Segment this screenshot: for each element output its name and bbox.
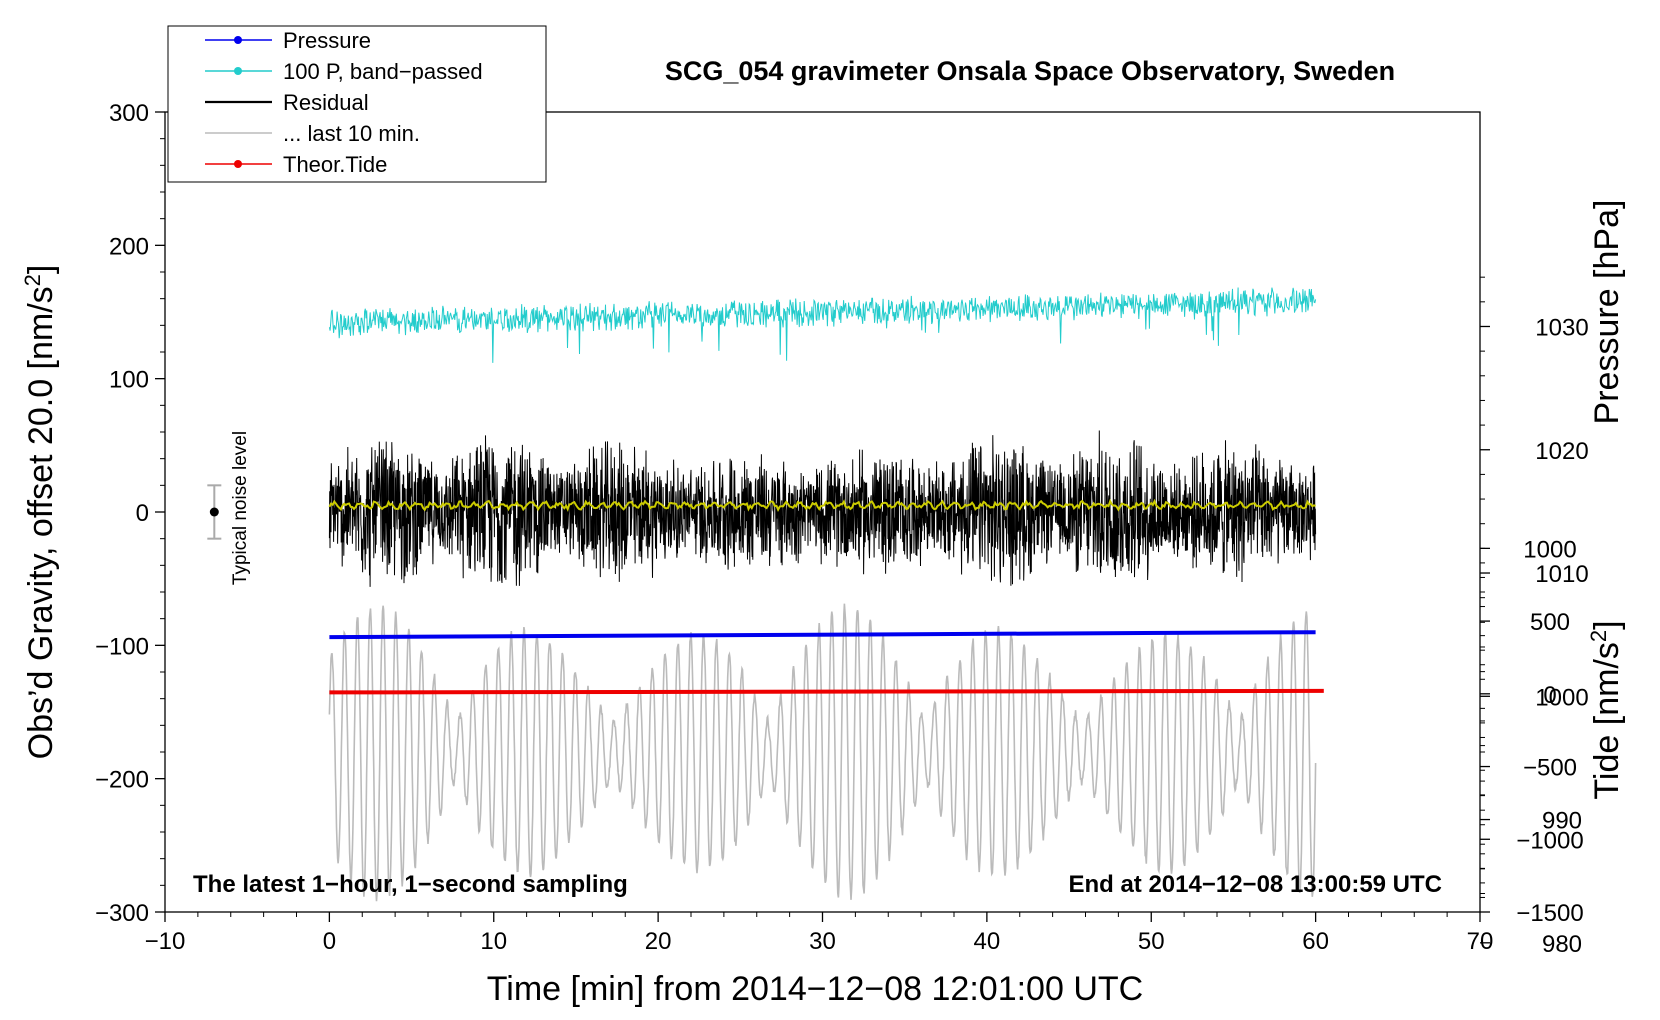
y-tide-tick-label: −1000 bbox=[1516, 827, 1583, 854]
y-axis-tide-label-end: ] bbox=[1588, 620, 1626, 629]
x-tick-label: 20 bbox=[645, 928, 672, 955]
y-tide-tick-label: 0 bbox=[1543, 682, 1556, 709]
legend-marker bbox=[234, 160, 242, 168]
y-pressure-tick-label: 1030 bbox=[1535, 314, 1588, 341]
y-axis-left-label-end: ] bbox=[22, 265, 60, 274]
y-axis-left-label-sup: 2 bbox=[20, 274, 45, 286]
y-left-tick-label: −100 bbox=[95, 633, 149, 660]
x-tick-label: 10 bbox=[480, 928, 507, 955]
legend-label: 100 P, band−passed bbox=[283, 59, 483, 84]
x-tick-label: 60 bbox=[1302, 928, 1329, 955]
y-left-tick-label: 0 bbox=[136, 500, 149, 527]
chart-title: SCG_054 gravimeter Onsala Space Observat… bbox=[665, 56, 1395, 86]
x-tick-label: 0 bbox=[323, 928, 336, 955]
x-tick-label: 50 bbox=[1138, 928, 1165, 955]
noise-bar bbox=[207, 484, 222, 540]
legend: Pressure 100 P, band−passed Residual ... la… bbox=[167, 25, 547, 183]
x-tick-label: 30 bbox=[809, 928, 836, 955]
y-left-tick-label: −300 bbox=[95, 900, 149, 927]
legend-label: Theor.Tide bbox=[283, 152, 387, 177]
y-left-tick-label: 300 bbox=[109, 100, 149, 127]
y-tide-tick-label: 500 bbox=[1530, 609, 1570, 636]
series-last-10-min bbox=[328, 603, 1317, 902]
y-left-tick-label: 200 bbox=[109, 233, 149, 260]
noise-bar-dot bbox=[209, 507, 219, 517]
y-pressure-tick-label: 1020 bbox=[1535, 438, 1588, 465]
y-axis-left: 300 200 100 0 −100 −200 −300 bbox=[95, 100, 165, 927]
annotation-end-time: End at 2014−12−08 13:00:59 UTC bbox=[1068, 871, 1442, 898]
y-axis-pressure-label: Pressure [hPa] bbox=[1588, 200, 1626, 425]
x-axis-label: Time [min] from 2014−12−08 12:01:00 UTC bbox=[487, 970, 1143, 1008]
y-left-tick-label: −200 bbox=[95, 767, 149, 794]
y-tide-tick-label: −1500 bbox=[1516, 900, 1583, 927]
legend-label: Pressure bbox=[283, 28, 371, 53]
legend-marker bbox=[234, 67, 242, 75]
x-tick-label: 70 bbox=[1467, 928, 1494, 955]
y-left-tick-label: 100 bbox=[109, 367, 149, 394]
y-tide-tick-label: 1000 bbox=[1523, 536, 1576, 563]
y-pressure-tick-label: 980 bbox=[1542, 931, 1582, 958]
noise-label: Typical noise level bbox=[230, 431, 251, 585]
series-pressure bbox=[329, 630, 1316, 640]
y-axis-tide-label-sup: 2 bbox=[1586, 630, 1611, 642]
y-pressure-tick-label: 990 bbox=[1542, 808, 1582, 835]
y-tide-tick-label: −500 bbox=[1523, 755, 1577, 782]
y-pressure-tick-label: 1010 bbox=[1535, 561, 1588, 588]
plot-area bbox=[328, 287, 1324, 902]
y-axis-left-label-text: Obs’d Gravity, offset 20.0 [nm/s bbox=[22, 286, 60, 759]
x-axis: −10 0 10 20 30 40 50 60 70 bbox=[145, 912, 1494, 955]
y-axis-tide: 1000 500 0 −500 −1000 −1500 bbox=[1480, 536, 1584, 927]
legend-label: Residual bbox=[283, 90, 369, 115]
series-band-passed bbox=[328, 287, 1317, 363]
y-axis-left-label: Obs’d Gravity, offset 20.0 [nm/s2] bbox=[20, 265, 60, 760]
legend-marker bbox=[234, 36, 242, 44]
y-axis-tide-label: Tide [nm/s2] bbox=[1586, 620, 1626, 799]
legend-box bbox=[167, 25, 547, 183]
annotation-sampling: The latest 1−hour, 1−second sampling bbox=[193, 871, 628, 898]
x-tick-label: 40 bbox=[974, 928, 1001, 955]
y-pressure-tick-label: 1000 bbox=[1535, 684, 1588, 711]
series-residual bbox=[328, 430, 1317, 587]
y-axis-tide-label-text: Tide [nm/s bbox=[1588, 642, 1626, 799]
x-tick-label: −10 bbox=[145, 928, 186, 955]
legend-label: ... last 10 min. bbox=[283, 121, 420, 146]
series-theor-tide bbox=[329, 688, 1324, 695]
series-residual-smoothed bbox=[328, 498, 1316, 513]
